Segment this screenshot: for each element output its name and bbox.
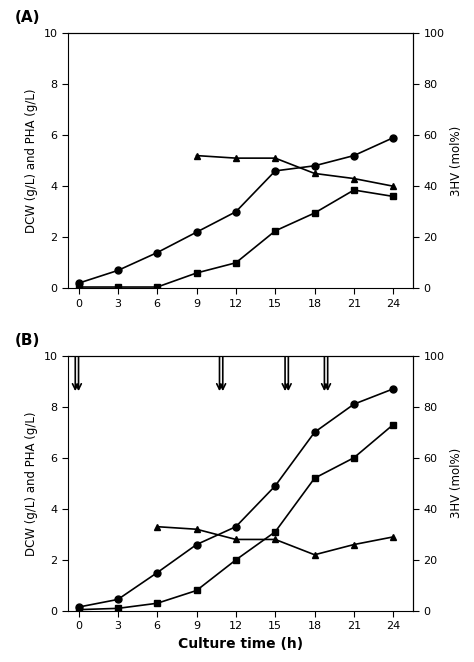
Y-axis label: 3HV (mol%): 3HV (mol%): [450, 448, 463, 518]
X-axis label: Culture time (h): Culture time (h): [178, 637, 303, 651]
Y-axis label: DCW (g/L) and PHA (g/L): DCW (g/L) and PHA (g/L): [25, 411, 38, 555]
Text: (A): (A): [15, 11, 40, 25]
Text: (B): (B): [15, 333, 40, 348]
Y-axis label: DCW (g/L) and PHA (g/L): DCW (g/L) and PHA (g/L): [25, 89, 38, 233]
Y-axis label: 3HV (mol%): 3HV (mol%): [450, 126, 463, 196]
